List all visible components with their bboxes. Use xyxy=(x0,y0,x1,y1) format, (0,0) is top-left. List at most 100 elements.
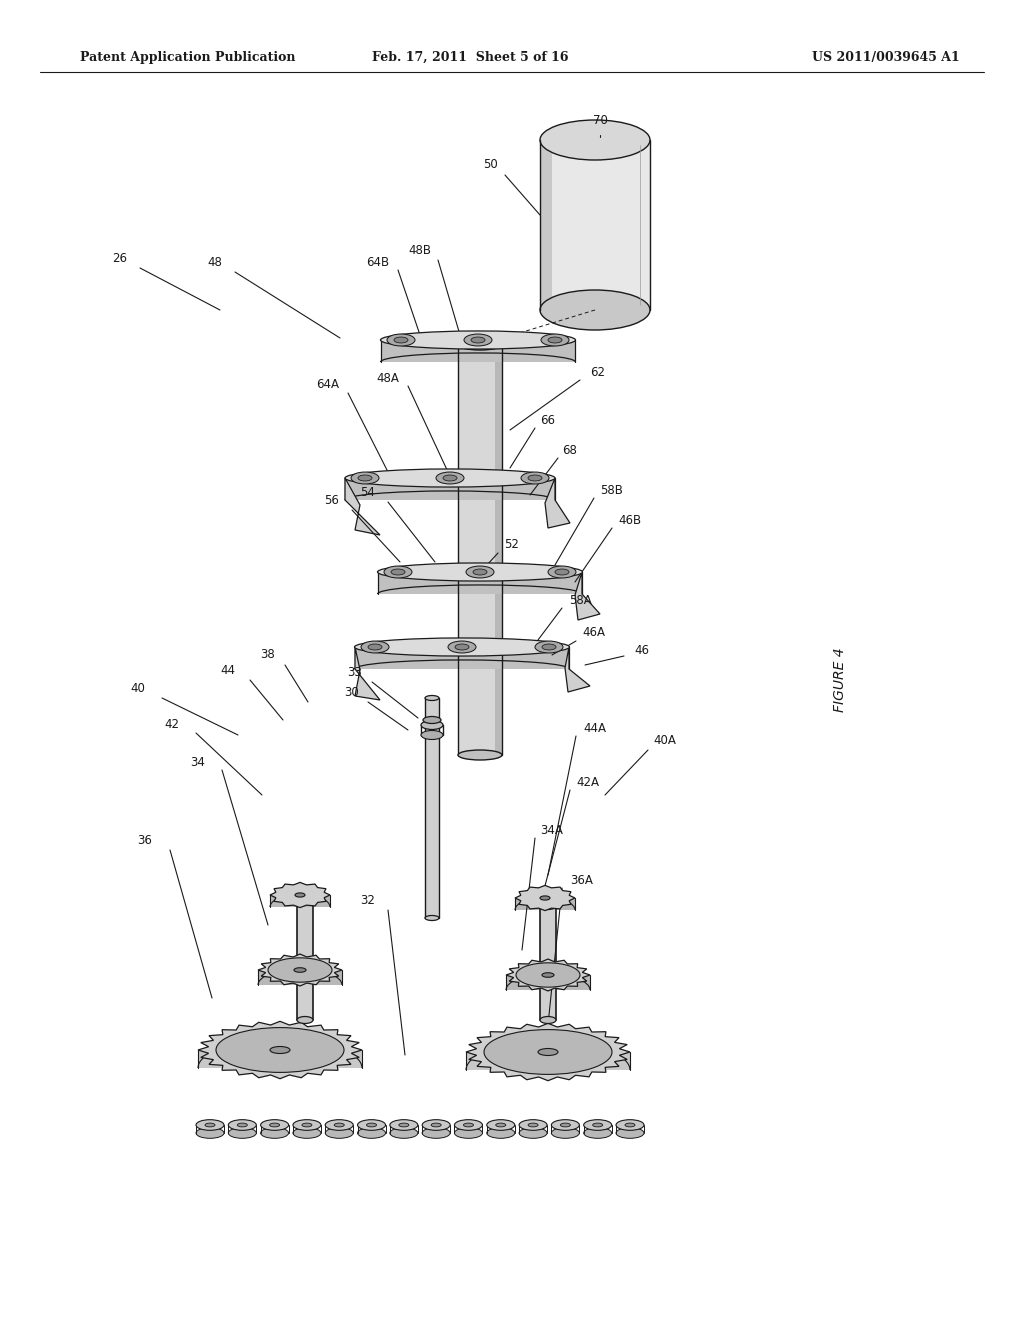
Ellipse shape xyxy=(391,569,406,576)
Text: 36A: 36A xyxy=(570,874,594,887)
Ellipse shape xyxy=(519,1119,547,1130)
Text: 40A: 40A xyxy=(653,734,677,747)
Text: 54: 54 xyxy=(360,486,376,499)
Text: 46A: 46A xyxy=(583,627,605,639)
Ellipse shape xyxy=(302,1123,312,1127)
Polygon shape xyxy=(381,341,575,362)
Ellipse shape xyxy=(361,642,389,653)
Ellipse shape xyxy=(473,569,487,576)
Text: Patent Application Publication: Patent Application Publication xyxy=(80,50,296,63)
Ellipse shape xyxy=(625,1123,635,1127)
Polygon shape xyxy=(355,647,380,700)
Polygon shape xyxy=(540,906,556,1020)
Text: US 2011/0039645 A1: US 2011/0039645 A1 xyxy=(812,50,961,63)
Text: 36: 36 xyxy=(137,833,153,846)
Ellipse shape xyxy=(293,1119,321,1130)
Text: 64A: 64A xyxy=(316,379,340,392)
Polygon shape xyxy=(466,1023,630,1081)
Polygon shape xyxy=(515,886,575,911)
Polygon shape xyxy=(297,900,313,1020)
Ellipse shape xyxy=(551,1127,580,1138)
Ellipse shape xyxy=(540,290,650,330)
Ellipse shape xyxy=(351,473,379,484)
Ellipse shape xyxy=(354,638,569,656)
Text: 34: 34 xyxy=(190,755,206,768)
Ellipse shape xyxy=(421,730,443,739)
Text: 58B: 58B xyxy=(600,483,624,496)
Ellipse shape xyxy=(425,696,439,701)
Polygon shape xyxy=(545,478,570,528)
Polygon shape xyxy=(425,698,439,917)
Ellipse shape xyxy=(394,337,408,343)
Ellipse shape xyxy=(443,475,457,480)
Ellipse shape xyxy=(268,958,332,982)
Ellipse shape xyxy=(326,1119,353,1130)
Text: 30: 30 xyxy=(345,685,359,698)
Text: 32: 32 xyxy=(360,894,376,907)
Ellipse shape xyxy=(345,469,555,487)
Ellipse shape xyxy=(458,750,502,760)
Ellipse shape xyxy=(540,896,550,900)
Ellipse shape xyxy=(422,1119,451,1130)
Ellipse shape xyxy=(540,1016,556,1023)
Text: 44A: 44A xyxy=(584,722,606,734)
Ellipse shape xyxy=(455,1119,482,1130)
Ellipse shape xyxy=(540,903,556,909)
Ellipse shape xyxy=(295,892,305,898)
Text: FIGURE 4: FIGURE 4 xyxy=(833,648,847,713)
Polygon shape xyxy=(355,647,569,669)
Text: 42A: 42A xyxy=(577,776,599,788)
Ellipse shape xyxy=(528,475,542,480)
Ellipse shape xyxy=(425,916,439,920)
Text: 44: 44 xyxy=(220,664,236,676)
Text: 33: 33 xyxy=(347,665,362,678)
Polygon shape xyxy=(345,478,380,535)
Ellipse shape xyxy=(484,1030,612,1074)
Ellipse shape xyxy=(378,562,583,581)
Ellipse shape xyxy=(584,1119,611,1130)
Ellipse shape xyxy=(297,1016,313,1023)
Ellipse shape xyxy=(464,1123,473,1127)
Ellipse shape xyxy=(294,968,306,973)
Ellipse shape xyxy=(541,334,569,346)
Text: Feb. 17, 2011  Sheet 5 of 16: Feb. 17, 2011 Sheet 5 of 16 xyxy=(372,50,568,63)
Ellipse shape xyxy=(398,1123,409,1127)
Ellipse shape xyxy=(196,1127,224,1138)
Ellipse shape xyxy=(228,1127,256,1138)
Ellipse shape xyxy=(486,1119,515,1130)
Ellipse shape xyxy=(555,569,569,576)
Ellipse shape xyxy=(516,962,580,987)
Polygon shape xyxy=(458,345,502,755)
Ellipse shape xyxy=(458,341,502,350)
Ellipse shape xyxy=(196,1119,224,1130)
Text: 48A: 48A xyxy=(377,371,399,384)
Ellipse shape xyxy=(593,1123,603,1127)
Polygon shape xyxy=(258,954,342,986)
Ellipse shape xyxy=(551,1119,580,1130)
Text: 62: 62 xyxy=(591,367,605,380)
Ellipse shape xyxy=(422,1127,451,1138)
Ellipse shape xyxy=(535,642,563,653)
Text: 58A: 58A xyxy=(568,594,592,606)
Text: 66: 66 xyxy=(541,413,555,426)
Polygon shape xyxy=(466,1052,630,1071)
Ellipse shape xyxy=(616,1127,644,1138)
Text: 48B: 48B xyxy=(409,243,431,256)
Ellipse shape xyxy=(381,331,575,348)
Polygon shape xyxy=(258,970,342,985)
Ellipse shape xyxy=(228,1119,256,1130)
Ellipse shape xyxy=(421,721,443,730)
Polygon shape xyxy=(506,975,590,990)
Polygon shape xyxy=(270,895,330,907)
Ellipse shape xyxy=(261,1119,289,1130)
Text: 68: 68 xyxy=(562,444,578,457)
Ellipse shape xyxy=(368,644,382,649)
Text: 48: 48 xyxy=(208,256,222,268)
Ellipse shape xyxy=(584,1127,611,1138)
Polygon shape xyxy=(270,882,330,908)
Ellipse shape xyxy=(560,1123,570,1127)
Ellipse shape xyxy=(436,473,464,484)
Text: 46: 46 xyxy=(635,644,649,656)
Ellipse shape xyxy=(334,1123,344,1127)
Ellipse shape xyxy=(326,1127,353,1138)
